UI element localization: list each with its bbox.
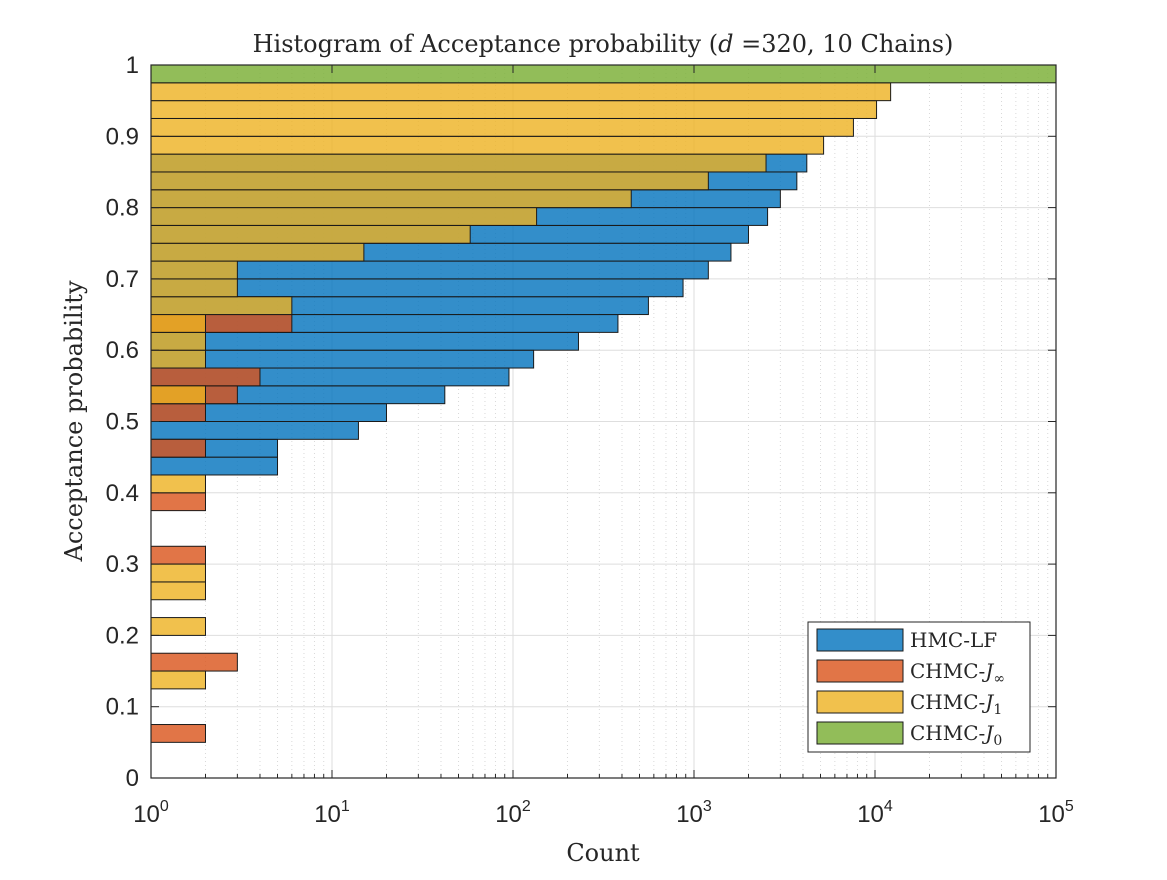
- bar-series-2: [150, 153, 767, 173]
- bar-series-0: [150, 331, 579, 351]
- bar-series-0: [150, 456, 279, 476]
- y-tick-label: 0.8: [106, 195, 139, 222]
- x-tick-label: 101: [314, 798, 350, 828]
- bar-series-2: [150, 385, 206, 405]
- bar-series-2: [150, 207, 538, 226]
- y-tick-label: 0.9: [106, 123, 139, 150]
- x-tick-label: 100: [133, 798, 169, 828]
- y-tick-label: 1: [126, 52, 139, 79]
- bar-series-1: [150, 545, 206, 565]
- bar-series-2: [150, 171, 709, 191]
- bar-series-2: [150, 242, 365, 262]
- bar-series-2: [150, 349, 206, 369]
- chart-title: Histogram of Acceptance probability (d =…: [253, 30, 954, 58]
- bar-series-2: [150, 100, 878, 119]
- bar-series-2: [150, 260, 238, 280]
- x-tick-label: 103: [676, 798, 712, 828]
- x-axis-label: Count: [566, 839, 640, 867]
- x-tick-label: 105: [1038, 798, 1074, 828]
- legend-swatch: [816, 659, 904, 683]
- x-tick-label: 102: [495, 798, 531, 828]
- y-axis-label: Acceptance probability: [60, 280, 88, 562]
- bar-series-1: [150, 438, 206, 458]
- y-tick-label: 0.3: [106, 551, 139, 578]
- bar-series-0: [150, 421, 359, 440]
- y-tick-label: 0.1: [106, 694, 139, 721]
- y-tick-label: 0.5: [106, 409, 139, 436]
- bar-series-2: [150, 670, 206, 690]
- y-tick-label: 0.2: [106, 622, 139, 649]
- bar-series-3: [150, 64, 1057, 84]
- legend-swatch: [816, 721, 904, 745]
- bar-series-0: [150, 349, 535, 369]
- tick-layer: 100 101 102 103 104 105 0 0.1 0.2 0.3 0.4 0.5 0.6 0.7…: [106, 52, 1074, 828]
- bar-series-2: [150, 474, 206, 494]
- y-tick-label: 0: [126, 765, 139, 792]
- bar-series-1: [150, 367, 261, 387]
- bar-series-2: [150, 581, 206, 601]
- bar-layer: [150, 64, 1057, 743]
- legend-label: CHMC-J0: [910, 721, 1002, 749]
- bar-series-2: [150, 617, 206, 636]
- legend-label: CHMC-J∞: [910, 659, 1005, 687]
- bar-series-2: [150, 278, 238, 298]
- bar-series-2: [150, 563, 206, 583]
- y-tick-label: 0.7: [106, 266, 139, 293]
- bar-series-2: [150, 314, 206, 333]
- x-tick-label: 104: [857, 798, 893, 828]
- bar-series-1: [150, 652, 238, 672]
- bar-series-1: [150, 724, 206, 743]
- legend: HMC-LF CHMC-J∞ CHMC-J1 CHMC-J0: [807, 621, 1031, 753]
- bar-series-2: [150, 296, 293, 316]
- legend-label: CHMC-J1: [910, 690, 1002, 718]
- bar-series-2: [150, 135, 825, 155]
- bar-series-1: [150, 403, 206, 422]
- bar-series-2: [150, 224, 471, 244]
- bar-series-2: [150, 82, 892, 102]
- legend-swatch: [816, 628, 904, 652]
- legend-label: HMC-LF: [910, 628, 997, 652]
- legend-swatch: [816, 690, 904, 714]
- bar-series-2: [150, 117, 854, 137]
- bar-series-1: [150, 492, 206, 512]
- bar-series-2: [150, 189, 632, 209]
- y-tick-label: 0.6: [106, 337, 139, 364]
- bar-series-2: [150, 331, 206, 351]
- y-tick-label: 0.4: [106, 480, 139, 507]
